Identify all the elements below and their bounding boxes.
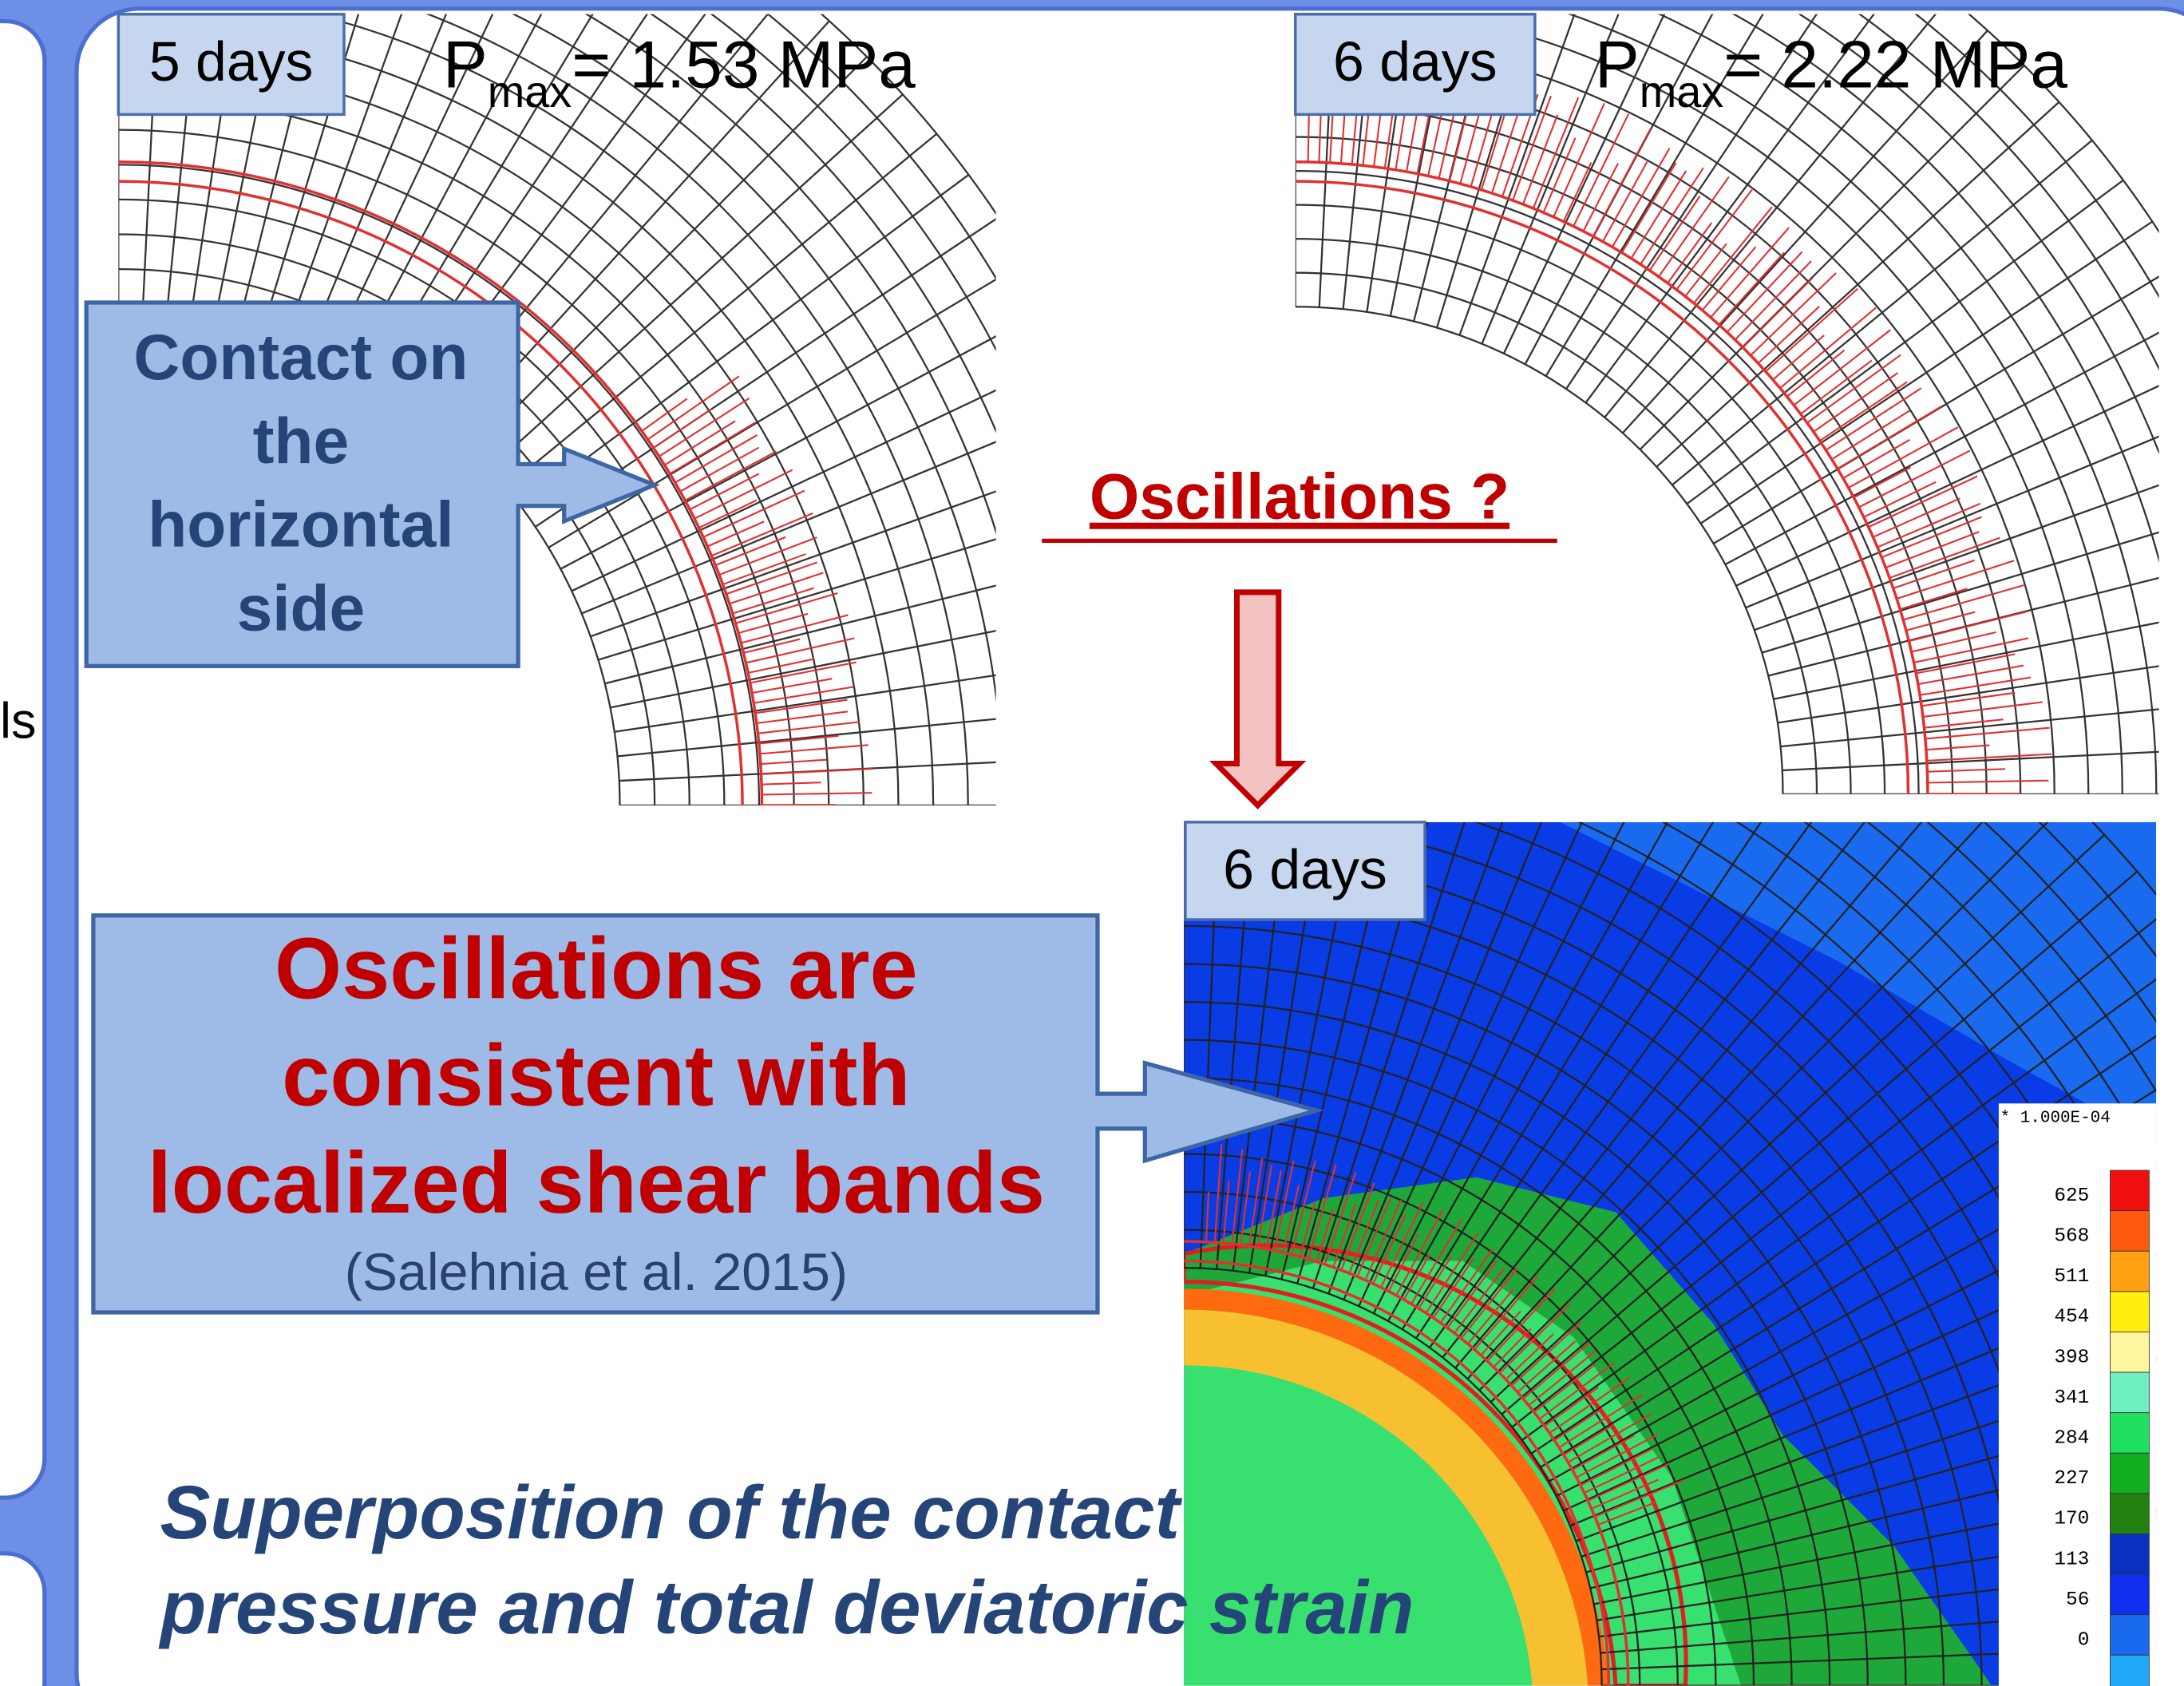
p-subscript: max: [488, 66, 572, 117]
left-panel-lower: [0, 1553, 45, 1686]
page: {"left_fragment":"ls", "panel_5_days":{"…: [0, 0, 2184, 1686]
colorbar-level: 170: [2054, 1509, 2089, 1530]
left-fragment: ls: [0, 693, 36, 749]
p-symbol: P: [443, 27, 488, 102]
citation: (Salehnia et al. 2015): [345, 1243, 848, 1302]
colorbar-level: 227: [2054, 1468, 2089, 1490]
colorbar-swatch: [2111, 1494, 2150, 1534]
colorbar-swatch: [2111, 1251, 2150, 1292]
oscillations-question: Oscillations ?: [1090, 461, 1509, 533]
colorbar-swatch: [2111, 1292, 2150, 1332]
colorbar-swatch: [2111, 1574, 2150, 1615]
slide: ls * 1.000E-04 625 568 511 454 398 341 284 227 1…: [0, 0, 2184, 1686]
colorbar-level: 284: [2054, 1428, 2089, 1450]
colorbar-swatch: [2111, 1615, 2150, 1656]
p-subscript: max: [1640, 66, 1724, 117]
callout-line: Contact on: [133, 322, 468, 394]
conclusion-line: Oscillations are: [275, 920, 918, 1016]
colorbar-level: 625: [2054, 1185, 2089, 1207]
panel-label: 6 days: [1223, 838, 1387, 900]
callout-line: horizontal: [148, 489, 453, 561]
colorbar-swatch: [2111, 1372, 2150, 1413]
caption-line: pressure and total deviatoric strain: [158, 1565, 1414, 1649]
colorbar-swatch: [2111, 1655, 2150, 1686]
colorbar-level: 398: [2054, 1347, 2089, 1368]
conclusion-line: consistent with: [282, 1027, 910, 1124]
colorbar-level: 113: [2054, 1549, 2089, 1570]
caption-line: Superposition of the contact: [160, 1470, 1183, 1554]
left-panel: [0, 22, 45, 1498]
colorbar-level: 0: [2078, 1630, 2090, 1652]
colorbar-level: 568: [2054, 1226, 2089, 1248]
colorbar-level: 341: [2054, 1387, 2089, 1409]
colorbar-swatch: [2111, 1170, 2150, 1211]
callout-line: side: [237, 572, 366, 644]
colorbar-swatch: [2111, 1332, 2150, 1372]
p-value: = 2.22 MPa: [1723, 27, 2067, 102]
colorbar-level: 454: [2054, 1307, 2089, 1328]
conclusion-text: Oscillations are consistent with localized…: [148, 920, 1045, 1231]
colorbar-level: 56: [2066, 1589, 2089, 1611]
p-symbol: P: [1595, 27, 1640, 102]
conclusion-line: localized shear bands: [148, 1134, 1045, 1231]
body: ls * 1.000E-04 625 568 511 454 398 341 284 227 1…: [0, 0, 2184, 1686]
callout-line: the: [253, 406, 349, 477]
colorbar-swatch: [2111, 1534, 2150, 1574]
colorbar-swatch: [2111, 1211, 2150, 1252]
colorbar-scale: * 1.000E-04: [2000, 1109, 2111, 1127]
panel-label: 6 days: [1333, 30, 1498, 93]
colorbar-swatch: [2111, 1453, 2150, 1494]
p-value: = 1.53 MPa: [572, 27, 916, 102]
panel-label: 5 days: [149, 30, 314, 93]
colorbar-swatch: [2111, 1413, 2150, 1454]
colorbar-level: 511: [2054, 1266, 2089, 1288]
